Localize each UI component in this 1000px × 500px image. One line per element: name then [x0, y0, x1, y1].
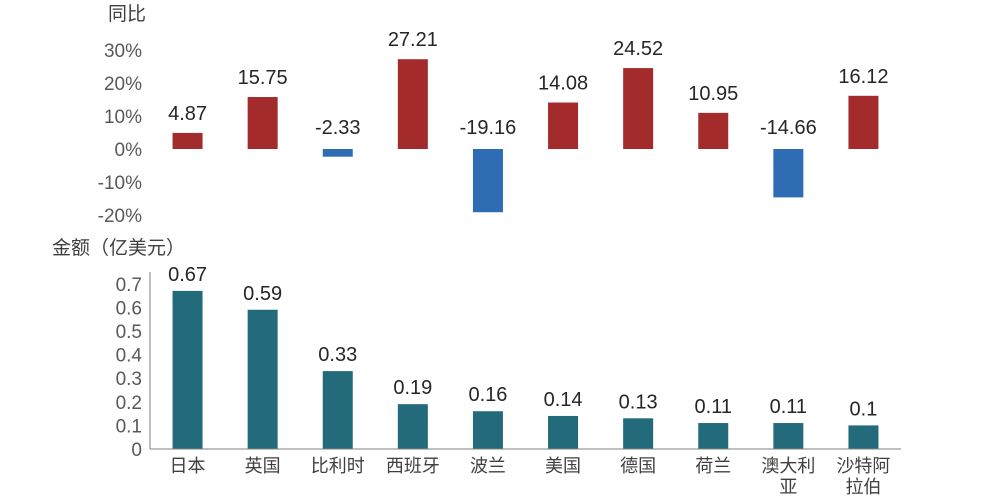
yoy-bar: [548, 102, 579, 149]
yoy-y-tick-label: 30%: [104, 41, 142, 62]
yoy-y-tick-label: 10%: [104, 107, 142, 128]
yoy-value-label: 14.08: [538, 73, 588, 95]
yoy-bar: [773, 149, 804, 198]
category-label: 沙特阿拉伯: [836, 456, 890, 498]
category-label: 德国: [620, 456, 656, 477]
category-label: 波兰: [470, 456, 506, 477]
amount-y-tick-label: 0.6: [116, 298, 142, 319]
amount-value-label: 0.16: [468, 384, 507, 406]
yoy-value-label: 15.75: [238, 67, 288, 89]
amount-value-label: 0.1: [850, 398, 878, 420]
yoy-bar: [397, 59, 428, 149]
category-label: 西班牙: [386, 456, 440, 477]
amount-bar: [698, 423, 729, 449]
amount-y-tick-label: 0.3: [116, 369, 142, 390]
yoy-bar: [247, 97, 278, 149]
yoy-value-label: 4.87: [168, 103, 207, 125]
category-label: 美国: [545, 456, 581, 477]
yoy-axis-title: 同比: [108, 3, 146, 25]
yoy-value-label: 27.21: [388, 29, 438, 51]
amount-value-label: 0.19: [393, 377, 432, 399]
amount-value-label: 0.13: [619, 391, 658, 413]
yoy-y-tick-label: -10%: [98, 173, 142, 194]
yoy-bar: [698, 112, 729, 149]
yoy-value-label: 16.12: [838, 66, 888, 88]
yoy-bar: [623, 68, 654, 149]
category-label: 荷兰: [695, 456, 731, 477]
amount-value-label: 0.59: [243, 283, 282, 305]
yoy-value-label: 10.95: [688, 83, 738, 105]
amount-y-tick-label: 0.5: [116, 322, 142, 343]
category-label: 日本: [170, 456, 206, 477]
yoy-bar: [472, 149, 503, 213]
amount-y-tick-label: 0.1: [116, 416, 142, 437]
amount-value-label: 0.67: [168, 264, 207, 286]
amount-chart: 金额（亿美元） 0.70.60.50.40.30.20.100.670.590.…: [52, 237, 901, 498]
amount-y-tick-label: 0.2: [116, 393, 142, 414]
yoy-bar: [322, 149, 353, 157]
amount-y-tick-label: 0.4: [116, 346, 143, 367]
amount-y-tick-label: 0.7: [116, 275, 142, 296]
amount-axis-title: 金额（亿美元）: [52, 237, 185, 259]
amount-bar: [472, 411, 503, 449]
yoy-value-label: -19.16: [460, 117, 517, 139]
amount-bar: [548, 415, 579, 449]
amount-bar: [172, 290, 203, 449]
amount-y-tick-label: 0: [131, 440, 142, 461]
yoy-bar: [172, 132, 203, 149]
amount-value-label: 0.14: [544, 389, 583, 411]
category-label: 澳大利亚: [761, 456, 815, 498]
category-label: 比利时: [311, 456, 365, 477]
amount-bar: [322, 371, 353, 449]
amount-value-label: 0.33: [318, 344, 357, 366]
yoy-value-label: 24.52: [613, 38, 663, 60]
amount-bar: [848, 425, 879, 449]
amount-bar: [397, 404, 428, 449]
category-label: 英国: [245, 456, 281, 477]
yoy-value-label: -14.66: [760, 117, 817, 139]
amount-bar: [773, 423, 804, 449]
yoy-bar: [848, 95, 879, 149]
amount-value-label: 0.11: [695, 396, 732, 418]
amount-bar: [247, 309, 278, 449]
yoy-y-tick-label: 0%: [115, 140, 143, 161]
yoy-y-tick-label: 20%: [104, 74, 142, 95]
yoy-value-label: -2.33: [315, 117, 361, 139]
yoy-y-tick-label: -20%: [98, 206, 142, 227]
amount-bar: [623, 418, 654, 449]
yoy-chart: 同比 30% 20% 10% 0% -10% -20% 4.87 15.75 -2.33 27.2…: [98, 3, 889, 227]
amount-value-label: 0.11: [770, 396, 807, 418]
